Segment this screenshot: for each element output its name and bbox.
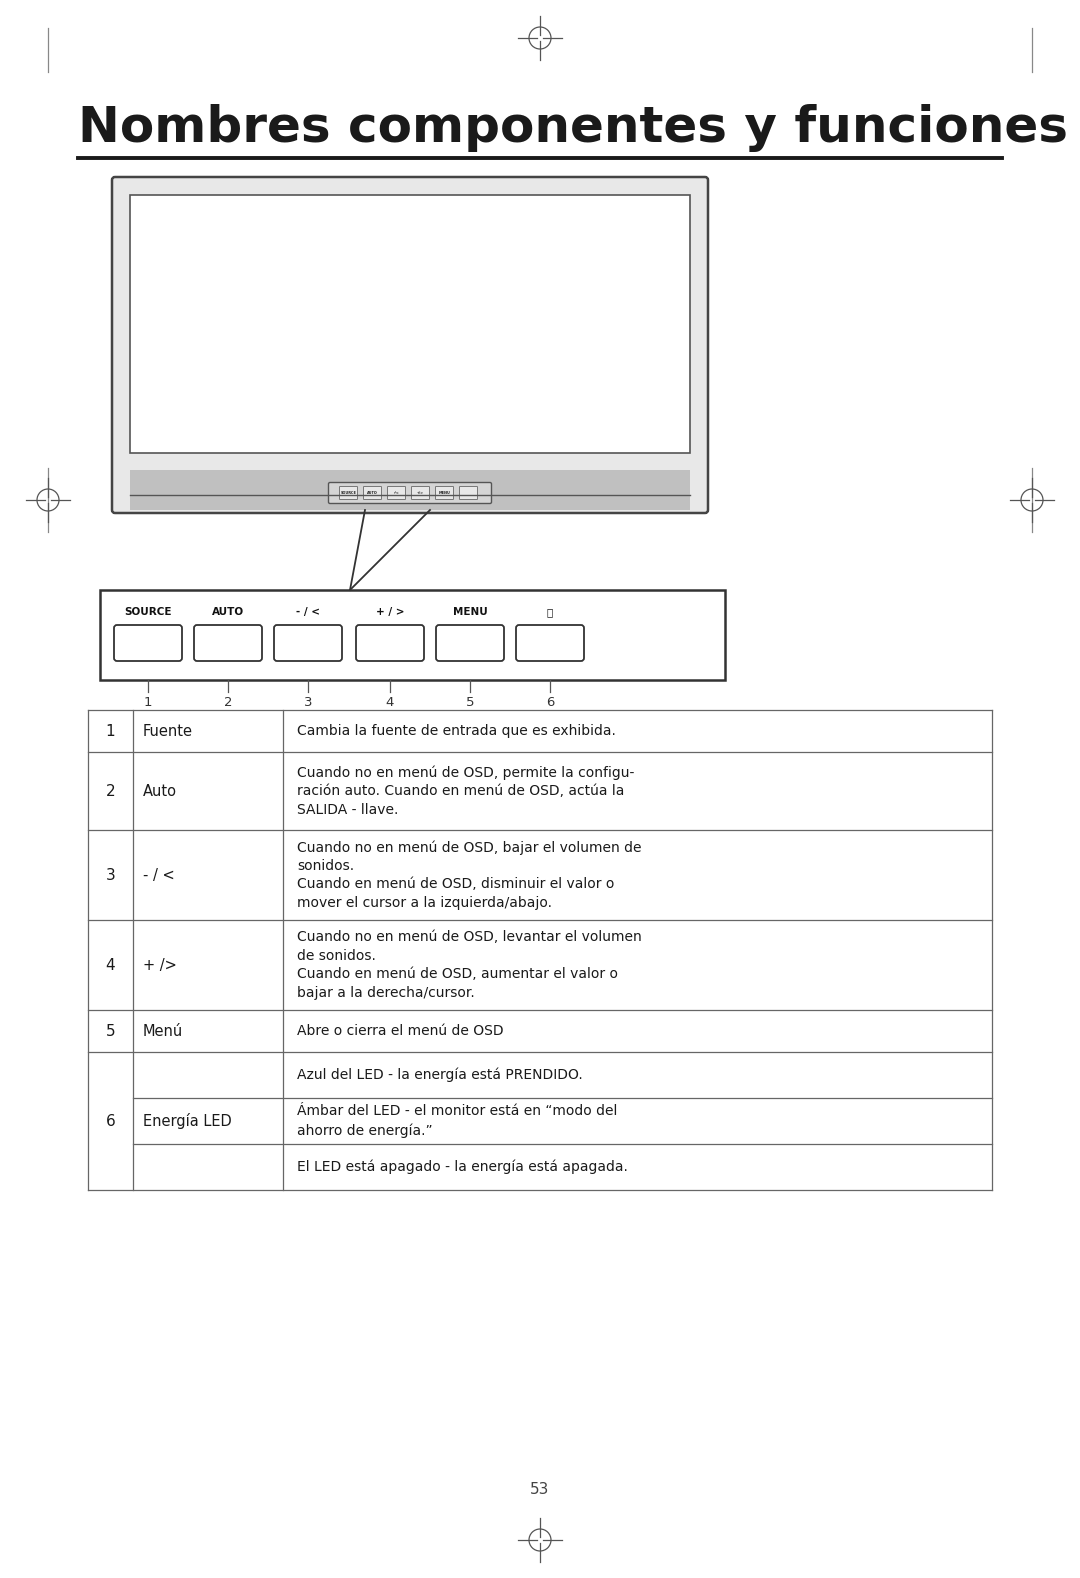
- Text: AUTO: AUTO: [212, 608, 244, 617]
- Text: Cambia la fuente de entrada que es exhibida.: Cambia la fuente de entrada que es exhib…: [297, 724, 616, 739]
- Text: - / <: - / <: [143, 868, 175, 882]
- Text: AUTO: AUTO: [367, 491, 378, 495]
- Text: 5: 5: [465, 696, 474, 709]
- Text: ⏻: ⏻: [546, 608, 553, 617]
- Text: + / >: + / >: [376, 608, 404, 617]
- Text: 4: 4: [106, 958, 116, 972]
- Text: 2: 2: [106, 784, 116, 798]
- Text: Nombres componentes y funciones: Nombres componentes y funciones: [78, 104, 1068, 151]
- FancyBboxPatch shape: [274, 625, 342, 661]
- Bar: [100, 590, 725, 680]
- FancyBboxPatch shape: [516, 625, 584, 661]
- Text: 6: 6: [106, 1114, 116, 1128]
- Bar: [130, 470, 690, 510]
- Text: El LED está apagado - la energía está apagada.: El LED está apagado - la energía está ap…: [297, 1160, 627, 1174]
- FancyBboxPatch shape: [328, 483, 491, 503]
- Text: Azul del LED - la energía está PRENDIDO.: Azul del LED - la energía está PRENDIDO.: [297, 1068, 583, 1083]
- FancyBboxPatch shape: [364, 486, 381, 500]
- Text: MENU: MENU: [453, 608, 487, 617]
- Text: Auto: Auto: [143, 784, 177, 798]
- Text: Energía LED: Energía LED: [143, 1112, 232, 1128]
- Text: 53: 53: [530, 1482, 550, 1498]
- FancyBboxPatch shape: [356, 625, 424, 661]
- Text: 4: 4: [386, 696, 394, 709]
- FancyBboxPatch shape: [339, 486, 357, 500]
- Text: 5: 5: [106, 1024, 116, 1038]
- Text: - / <: - / <: [296, 608, 320, 617]
- Text: SOURCE: SOURCE: [340, 491, 356, 495]
- Text: 2: 2: [224, 696, 232, 709]
- FancyBboxPatch shape: [459, 486, 477, 500]
- Text: Fuente: Fuente: [143, 723, 193, 739]
- FancyBboxPatch shape: [114, 625, 183, 661]
- Text: Abre o cierra el menú de OSD: Abre o cierra el menú de OSD: [297, 1024, 503, 1038]
- FancyBboxPatch shape: [194, 625, 262, 661]
- Text: Cuando no en menú de OSD, bajar el volumen de
sonidos.
Cuando en menú de OSD, di: Cuando no en menú de OSD, bajar el volum…: [297, 839, 642, 911]
- FancyBboxPatch shape: [388, 486, 405, 500]
- Text: MENU: MENU: [438, 491, 450, 495]
- Text: 1: 1: [144, 696, 152, 709]
- FancyBboxPatch shape: [411, 486, 430, 500]
- Text: Cuando no en menú de OSD, levantar el volumen
de sonidos.
Cuando en menú de OSD,: Cuando no en menú de OSD, levantar el vo…: [297, 931, 642, 999]
- FancyBboxPatch shape: [436, 625, 504, 661]
- Text: + />: + />: [143, 958, 177, 972]
- Bar: [130, 196, 690, 453]
- Text: 6: 6: [545, 696, 554, 709]
- Text: Menú: Menú: [143, 1024, 184, 1038]
- FancyBboxPatch shape: [112, 177, 708, 513]
- Text: Ámbar del LED - el monitor está en “modo del
ahorro de energía.”: Ámbar del LED - el monitor está en “modo…: [297, 1105, 618, 1138]
- FancyBboxPatch shape: [435, 486, 454, 500]
- Circle shape: [596, 638, 607, 649]
- Text: 3: 3: [303, 696, 312, 709]
- Text: -/<: -/<: [394, 491, 400, 495]
- Text: +/>: +/>: [417, 491, 424, 495]
- Text: SOURCE: SOURCE: [124, 608, 172, 617]
- Text: 3: 3: [106, 868, 116, 882]
- Text: 1: 1: [106, 723, 116, 739]
- Text: Cuando no en menú de OSD, permite la configu-
ración auto. Cuando en menú de OSD: Cuando no en menú de OSD, permite la con…: [297, 765, 634, 817]
